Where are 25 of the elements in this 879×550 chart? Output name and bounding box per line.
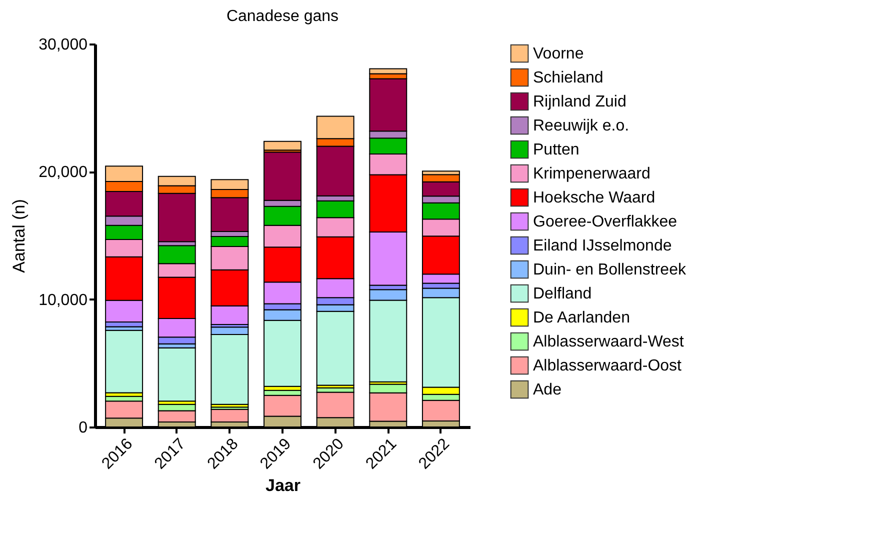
x-axis-title: Jaar [266, 476, 301, 495]
y-axis-title: Aantal (n) [10, 199, 29, 273]
y-tick-label: 0 [78, 420, 88, 436]
bar [105, 330, 144, 394]
bar [158, 347, 196, 402]
legend-label: De Aarlanden [533, 310, 630, 326]
y-tick-label: 20,000 [38, 164, 88, 182]
legend-label: Krimpenerwaard [533, 166, 650, 182]
y-tick-label: 30,000 [38, 36, 88, 54]
y-tick-label: 10,000 [38, 292, 88, 309]
bar [264, 140, 302, 151]
legend-label: Putten [533, 142, 580, 158]
legend-label: Goeree-Overflakkee [533, 214, 678, 230]
legend-label: Duin- en Bollenstreek [533, 262, 687, 278]
legend-label: Reeuwijk e.o. [533, 118, 630, 134]
legend-label: Alblasserwaard-Oost [533, 358, 682, 374]
legend-label: Ade [533, 382, 562, 398]
legend-label: Eiland IJsselmonde [533, 238, 672, 254]
legend-label: Alblasserwaard-West [533, 334, 684, 350]
legend-label: Voorne [533, 46, 584, 62]
chart-title: Canadese gans [226, 8, 339, 25]
legend-label: Delfland [533, 286, 592, 302]
legend-label: Hoeksche Waard [533, 190, 656, 206]
legend-label: Rijnland Zuid [533, 94, 626, 110]
legend-label: Schieland [533, 70, 604, 86]
